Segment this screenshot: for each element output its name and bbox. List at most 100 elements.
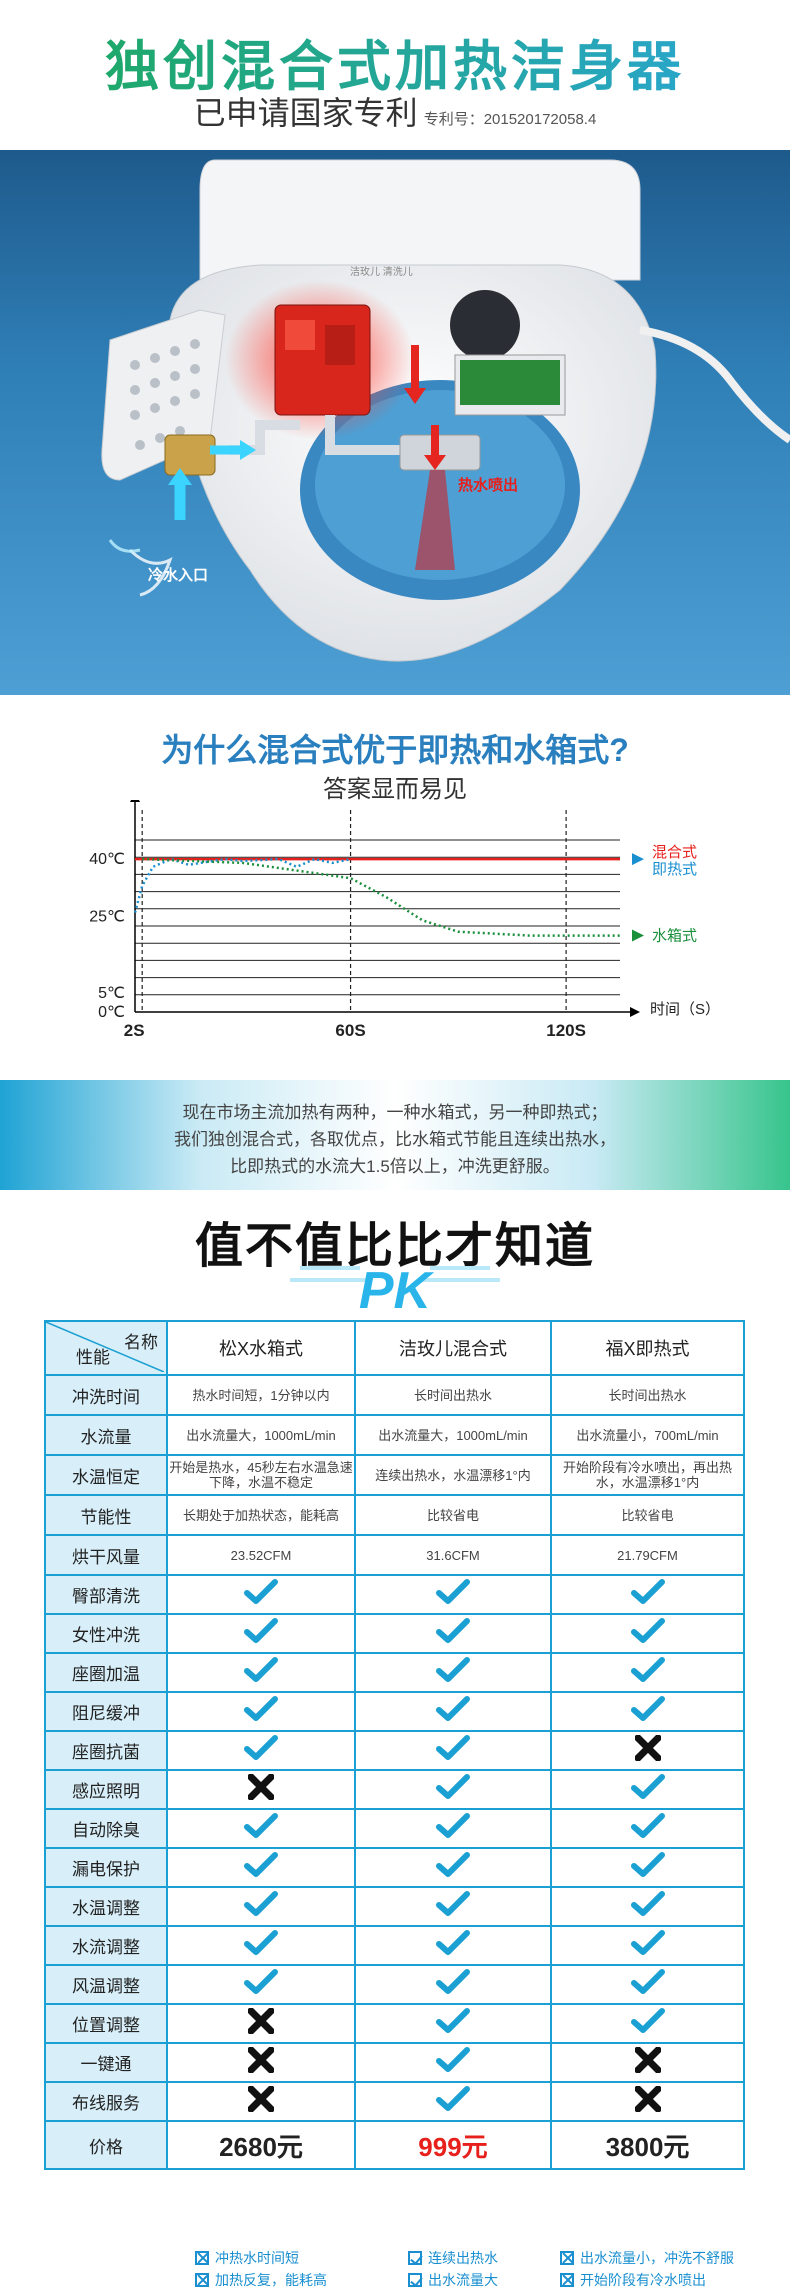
corner-name-label: 名称 (124, 1333, 158, 1352)
table-row: 烘干风量 23.52CFM 31.6CFM 21.79CFM (44, 1534, 745, 1576)
row-label: 一键通 (44, 2042, 168, 2083)
table-row: 臀部清洗 (44, 1574, 745, 1615)
check-box-icon (408, 2251, 422, 2265)
legend: 冲热水时间短 加热反复，能耗高 连续出热水 出水流量大 出水流量小，冲洗不舒服 … (0, 2245, 790, 2294)
legend-item-a2: 加热反复，能耗高 (195, 2270, 327, 2290)
table-row: 水流量 出水流量大，1000mL/min 出水流量大，1000mL/min 出水流量小… (44, 1414, 745, 1456)
series-arrow (632, 929, 644, 942)
check-box-icon (408, 2273, 422, 2287)
water-inlet-valve (164, 434, 216, 476)
chart-subheading: 答案显而易见 (323, 776, 467, 803)
banner-line-3: 比即热式的水流大1.5倍以上，冲洗更舒服。 (230, 1157, 560, 1176)
table-corner-cell: 名称 性能 (44, 1320, 168, 1376)
price-label: 价格 (44, 2120, 168, 2170)
header: 独创混合式加热洁身器 已申请国家专利 专利号：201520172058.4 (0, 0, 790, 150)
price-row: 价格 2680元 999元 3800元 (44, 2120, 745, 2170)
cross-box-icon (560, 2251, 574, 2265)
banner-line-2: 我们独创混合式，各取优点，比水箱式节能且连续出热水， (174, 1130, 616, 1149)
row-label: 风温调整 (44, 1964, 168, 2005)
table-cell: 出水流量小，700mL/min (550, 1414, 745, 1456)
check-icon (550, 1886, 745, 1927)
hot-water-spray (415, 470, 455, 570)
seat-lid (199, 159, 641, 281)
legend-item-a1: 冲热水时间短 (195, 2248, 299, 2268)
row-label: 水温恒定 (44, 1454, 168, 1496)
table-cell: 21.79CFM (550, 1534, 745, 1576)
row-label: 臀部清洗 (44, 1574, 168, 1615)
column-header-instant: 福X即热式 (550, 1320, 745, 1376)
row-label: 阻尼缓冲 (44, 1691, 168, 1732)
table-row: 座圈加温 (44, 1652, 745, 1693)
price-tank: 2680元 (166, 2120, 356, 2170)
row-label: 自动除臭 (44, 1808, 168, 1849)
cold-inlet-arrow (168, 468, 192, 485)
check-icon (166, 1574, 356, 1615)
table-row: 座圈抗菌 (44, 1730, 745, 1771)
table-row: 阻尼缓冲 (44, 1691, 745, 1732)
cold-flow-arrow (240, 440, 256, 460)
check-icon (166, 1925, 356, 1966)
row-label: 感应照明 (44, 1769, 168, 1810)
check-icon (550, 1652, 745, 1693)
check-icon (550, 1691, 745, 1732)
row-label: 冲洗时间 (44, 1374, 168, 1416)
chart-heading: 为什么混合式优于即热和水箱式? (161, 732, 629, 768)
cross-icon (166, 2042, 356, 2083)
table-row: 位置调整 (44, 2003, 745, 2044)
check-icon (550, 1769, 745, 1810)
x-tick-label: 120S (546, 1021, 586, 1040)
row-label: 座圈加温 (44, 1652, 168, 1693)
row-label: 女性冲洗 (44, 1613, 168, 1654)
banner-line-1: 现在市场主流加热有两种，一种水箱式，另一种即热式； (182, 1103, 608, 1122)
legend-item-b1: 连续出热水 (408, 2248, 498, 2268)
y-tick-label: 25℃ (89, 908, 125, 925)
row-label: 漏电保护 (44, 1847, 168, 1888)
check-icon (354, 1769, 552, 1810)
check-icon (550, 2003, 745, 2044)
cross-box-icon (195, 2273, 209, 2287)
cross-icon (550, 2081, 745, 2122)
hot-flow-arrow-2 (424, 455, 446, 470)
series-line (142, 857, 620, 937)
row-label: 水流量 (44, 1414, 168, 1456)
table-cell: 比较省电 (550, 1494, 745, 1536)
patent-line: 已申请国家专利 专利号：201520172058.4 (0, 88, 790, 134)
table-row: 感应照明 (44, 1769, 745, 1810)
table-row: 水流调整 (44, 1925, 745, 1966)
power-cord (639, 326, 790, 444)
price-instant: 3800元 (550, 2120, 745, 2170)
table-cell: 热水时间短，1分钟以内 (166, 1374, 356, 1416)
legend-item-b2: 出水流量大 (408, 2270, 498, 2290)
cross-icon (550, 2042, 745, 2083)
table-row: 风温调整 (44, 1964, 745, 2005)
table-cell: 开始是热水，45秒左右水温急速下降，水温不稳定 (166, 1454, 356, 1496)
toilet-seat-diagram: 热水喷出 冷水入口 洁玫儿 清洗儿 (101, 159, 790, 662)
row-label: 布线服务 (44, 2081, 168, 2122)
check-icon (354, 1730, 552, 1771)
table-cell: 连续出热水，水温漂移1°内 (354, 1454, 552, 1496)
row-label: 烘干风量 (44, 1534, 168, 1576)
check-icon (354, 1964, 552, 2005)
table-cell: 比较省电 (354, 1494, 552, 1536)
check-icon (354, 2081, 552, 2122)
brand-mark: 洁玫儿 清洗儿 (350, 265, 413, 278)
check-icon (550, 1847, 745, 1888)
check-icon (354, 1847, 552, 1888)
check-icon (166, 1886, 356, 1927)
series-label: 混合式 (652, 844, 697, 861)
row-label: 水温调整 (44, 1886, 168, 1927)
nozzle-assembly (399, 434, 481, 471)
table-row: 女性冲洗 (44, 1613, 745, 1654)
cold-water-label: 冷水入口 (148, 566, 208, 584)
check-icon (354, 1925, 552, 1966)
cross-icon (550, 1730, 745, 1771)
check-icon (166, 1847, 356, 1888)
check-icon (166, 1691, 356, 1732)
table-cell: 23.52CFM (166, 1534, 356, 1576)
series-label: 即热式 (652, 861, 697, 878)
pump-motor (450, 290, 520, 360)
pk-text: PK (359, 1262, 435, 1318)
check-icon (354, 1691, 552, 1732)
x-tick-label: 2S (124, 1021, 145, 1040)
table-cell: 31.6CFM (354, 1534, 552, 1576)
